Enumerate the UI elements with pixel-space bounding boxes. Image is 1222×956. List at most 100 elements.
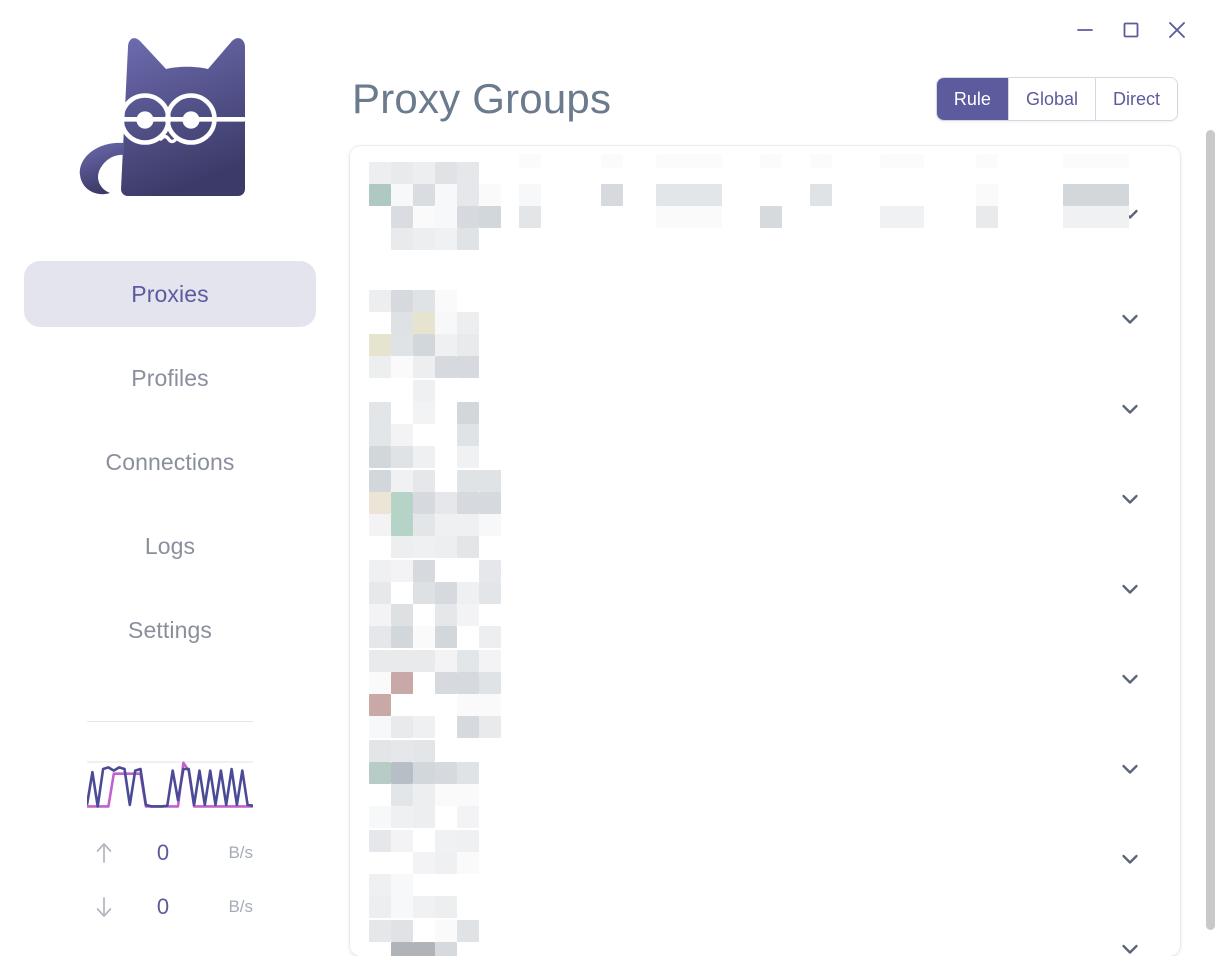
redaction-block xyxy=(391,806,413,828)
proxy-group-name-redacted xyxy=(369,274,1110,378)
sidebar-item-logs[interactable]: Logs xyxy=(24,513,316,579)
chevron-down-icon[interactable] xyxy=(1110,396,1150,422)
redaction-block xyxy=(413,806,435,828)
redaction-block xyxy=(369,470,391,492)
redaction-block xyxy=(413,942,435,956)
proxy-group-row[interactable] xyxy=(350,454,1180,558)
sidebar-item-profiles[interactable]: Profiles xyxy=(24,345,316,411)
redaction-block xyxy=(479,650,501,672)
sidebar-item-label: Connections xyxy=(105,448,235,475)
redaction-block xyxy=(391,784,413,806)
proxy-group-row[interactable] xyxy=(350,364,1180,468)
redaction-block xyxy=(601,184,623,206)
proxy-group-row[interactable] xyxy=(350,154,1180,274)
redaction-block xyxy=(457,806,479,828)
redaction-block xyxy=(413,582,435,604)
redaction-block xyxy=(391,830,413,852)
redaction-block xyxy=(760,154,782,168)
sidebar-item-label: Proxies xyxy=(131,280,209,307)
page-title: Proxy Groups xyxy=(352,75,612,122)
sidebar-item-label: Profiles xyxy=(131,364,209,391)
redaction-block xyxy=(457,672,479,694)
redaction-block xyxy=(457,716,479,738)
proxy-group-row[interactable] xyxy=(350,814,1180,918)
proxy-group-name-redacted xyxy=(369,814,1110,918)
proxy-group-row[interactable] xyxy=(350,634,1180,738)
sidebar-item-connections[interactable]: Connections xyxy=(24,429,316,495)
proxy-groups-panel: DIRECT xyxy=(350,146,1180,956)
redaction-block xyxy=(369,290,391,312)
redaction-block xyxy=(519,154,541,168)
redaction-block xyxy=(391,626,413,648)
proxy-group-row[interactable] xyxy=(350,904,1180,956)
mode-button-global[interactable]: Global xyxy=(1008,78,1096,120)
chevron-down-icon[interactable] xyxy=(1110,576,1150,602)
redaction-block xyxy=(519,206,541,228)
redaction-block xyxy=(391,942,413,956)
redaction-block xyxy=(457,446,479,468)
redaction-block xyxy=(880,154,924,168)
redaction-block xyxy=(391,874,413,896)
redaction-block xyxy=(435,290,457,312)
redaction-block xyxy=(479,514,501,536)
redaction-block xyxy=(413,470,435,492)
proxy-group-row[interactable] xyxy=(350,724,1180,828)
proxy-mode-switch: Rule Global Direct xyxy=(935,77,1178,121)
divider xyxy=(87,721,253,722)
redaction-block xyxy=(369,514,391,536)
mode-button-label: Global xyxy=(1025,88,1078,109)
redaction-block xyxy=(435,896,457,918)
proxy-group-name-redacted xyxy=(369,454,1110,558)
mode-button-label: Direct xyxy=(1112,88,1160,109)
redaction-block xyxy=(369,492,391,514)
maximize-icon[interactable] xyxy=(1108,10,1154,50)
redaction-block xyxy=(391,514,413,536)
redaction-block xyxy=(413,492,435,514)
redaction-block xyxy=(457,492,479,514)
chevron-down-icon[interactable] xyxy=(1110,666,1150,692)
redaction-block xyxy=(369,162,391,184)
chevron-down-icon[interactable] xyxy=(1110,756,1150,782)
redaction-block xyxy=(457,650,479,672)
redaction-block xyxy=(413,560,435,582)
redaction-block xyxy=(457,402,479,424)
redaction-block xyxy=(413,716,435,738)
minimize-icon[interactable] xyxy=(1062,10,1108,50)
mode-button-direct[interactable]: Direct xyxy=(1095,78,1177,120)
redaction-block xyxy=(413,896,435,918)
redaction-block xyxy=(457,184,479,206)
chevron-down-icon[interactable] xyxy=(1110,846,1150,872)
traffic-panel: 0 B/s 0 B/s xyxy=(0,721,340,956)
sidebar-item-settings[interactable]: Settings xyxy=(24,597,316,663)
redaction-block xyxy=(391,424,413,446)
sidebar-item-proxies[interactable]: Proxies xyxy=(24,261,316,327)
traffic-chart[interactable] xyxy=(87,750,253,812)
vertical-scrollbar-thumb[interactable] xyxy=(1206,130,1215,930)
chevron-down-icon[interactable] xyxy=(1110,306,1150,332)
redaction-block xyxy=(435,650,457,672)
redaction-block xyxy=(479,626,501,648)
redaction-block xyxy=(479,694,501,716)
sidebar-item-label: Logs xyxy=(144,532,196,559)
chevron-down-icon[interactable] xyxy=(1110,486,1150,512)
mode-button-rule[interactable]: Rule xyxy=(936,78,1009,120)
proxy-group-row[interactable] xyxy=(350,544,1180,648)
redaction-block xyxy=(435,784,457,806)
redaction-block xyxy=(656,206,722,228)
redaction-block xyxy=(435,626,457,648)
redaction-block xyxy=(976,206,998,228)
chevron-down-icon[interactable] xyxy=(1110,936,1150,956)
proxy-group-row[interactable] xyxy=(350,274,1180,378)
redaction-block xyxy=(976,184,998,206)
redaction-block xyxy=(413,784,435,806)
redaction-block xyxy=(479,206,501,228)
redaction-block xyxy=(369,896,391,918)
redaction-block xyxy=(413,356,435,378)
redaction-block xyxy=(391,650,413,672)
redaction-block xyxy=(391,228,413,250)
page-header: Proxy Groups Rule Global Direct xyxy=(340,60,1222,138)
close-icon[interactable] xyxy=(1154,10,1200,50)
redaction-block xyxy=(457,514,479,536)
upload-speed-unit: B/s xyxy=(228,843,253,862)
proxy-groups-list[interactable]: DIRECT xyxy=(350,146,1180,956)
